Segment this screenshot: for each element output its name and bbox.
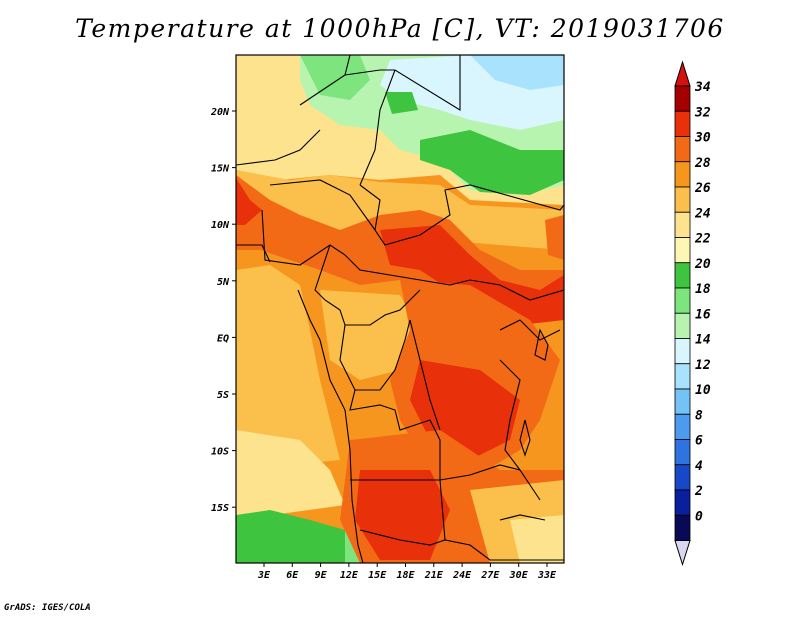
colorbar-under-arrow [674, 540, 691, 567]
border-line [339, 319, 411, 391]
colorbar-label: 2 [694, 484, 703, 499]
colorbar-label: 24 [694, 206, 711, 221]
colorbar-label: 18 [695, 282, 711, 297]
field-west-green [236, 510, 350, 563]
lake-outline [519, 419, 531, 457]
lon-tick-label: 33E [537, 570, 557, 581]
lat-tick-label: EQ [217, 333, 229, 344]
field-north-green-spot [385, 92, 418, 114]
border-line [359, 184, 564, 246]
border-line [499, 514, 546, 521]
colorbar-label: 32 [694, 105, 711, 120]
field-southeast-pale [510, 515, 564, 563]
lake-outline [534, 328, 549, 361]
lat-tick-label: 10N [211, 220, 230, 231]
border-line [344, 254, 564, 301]
border-line [269, 179, 376, 231]
colorbar-swatch [674, 136, 691, 163]
colorbar-label: 34 [694, 80, 711, 95]
colorbar-swatch [674, 85, 691, 112]
colorbar-label: 16 [695, 307, 711, 322]
colorbar-label: 14 [695, 333, 711, 348]
colorbar-swatch [674, 186, 691, 213]
border-line [236, 129, 321, 166]
border-line [439, 479, 446, 541]
lat-tick-label: 15N [211, 164, 230, 175]
colorbar-swatch [674, 363, 691, 390]
latitude-axis: 20N 15N 10N 5N EQ 5S 10S 15S [210, 107, 236, 514]
colorbar-swatch [674, 262, 691, 289]
lon-tick-label: 18E [396, 570, 415, 581]
colorbar-swatch [674, 489, 691, 516]
border-line [499, 319, 561, 341]
field-north-green [420, 130, 564, 195]
field-west-yellow [236, 265, 340, 470]
lat-tick-label: 5N [217, 277, 230, 288]
country-borders [236, 55, 564, 563]
colorbar-label: 30 [694, 131, 711, 146]
lat-tick-label: 10S [211, 447, 229, 458]
colorbar-swatch [674, 237, 691, 264]
lon-tick-label: 15E [368, 570, 387, 581]
colorbar-label: 28 [694, 156, 711, 171]
colorbar-swatch [674, 388, 691, 415]
colorbar-swatch [674, 161, 691, 188]
lon-tick-label: 24E [452, 570, 472, 581]
lon-tick-label: 21E [424, 570, 444, 581]
colorbar-label: 20 [694, 257, 711, 272]
colorbar-swatch [674, 287, 691, 314]
field-sahel-hot [236, 178, 262, 225]
field-north-lightgreen [300, 55, 370, 100]
colorbar-swatch [674, 338, 691, 365]
lat-tick-label: 15S [211, 503, 229, 514]
colorbar-label: 10 [695, 383, 711, 398]
colorbar-label: 4 [695, 459, 703, 474]
lon-tick-label: 27E [480, 570, 500, 581]
field-east-pale [545, 215, 564, 260]
colorbar-swatch [674, 110, 691, 137]
colorbar-swatch [674, 413, 691, 440]
colorbar-label: 22 [694, 232, 711, 247]
lat-tick-label: 20N [210, 107, 230, 118]
field-hot-east [380, 225, 564, 325]
lon-tick-label: 6E [286, 570, 299, 581]
map-frame [235, 54, 565, 564]
colorbar-swatch [674, 211, 691, 238]
plot-title: Temperature at 1000hPa [C], VT: 20190317… [75, 14, 725, 43]
colorbar-swatch [674, 312, 691, 339]
lat-tick-label: 5S [217, 390, 229, 401]
field-west-pale [236, 430, 345, 520]
border-line [236, 244, 271, 263]
field-south-hot [355, 470, 450, 560]
border-line [261, 209, 346, 266]
grads-credit: GrADS: IGES/COLA [4, 603, 91, 613]
lon-tick-label: 9E [315, 570, 328, 581]
colorbar-label: 8 [695, 408, 703, 423]
colorbar-swatch [674, 439, 691, 466]
colorbar-over-arrow [674, 60, 691, 87]
colorbar-label: 6 [695, 434, 703, 449]
lon-tick-label: 30E [509, 570, 529, 581]
colorbar-label: 26 [694, 181, 711, 196]
field-north-sky [470, 55, 564, 90]
border-line [499, 359, 521, 471]
colorbar-swatch [674, 514, 691, 541]
longitude-axis: 3E 6E 9E 12E 15E 18E 21E 24E 27E 30E 33E [257, 563, 557, 581]
border-line [359, 69, 396, 186]
colorbar-label: 12 [695, 358, 711, 373]
coast-line [297, 289, 364, 563]
temperature-field [236, 55, 564, 563]
border-line [349, 389, 541, 501]
border-line [409, 319, 441, 431]
colorbar-label: 0 [695, 509, 703, 524]
field-central-light [320, 290, 420, 380]
lon-tick-label: 12E [340, 570, 359, 581]
lon-tick-label: 3E [257, 570, 271, 581]
colorbar-swatch [674, 464, 691, 491]
